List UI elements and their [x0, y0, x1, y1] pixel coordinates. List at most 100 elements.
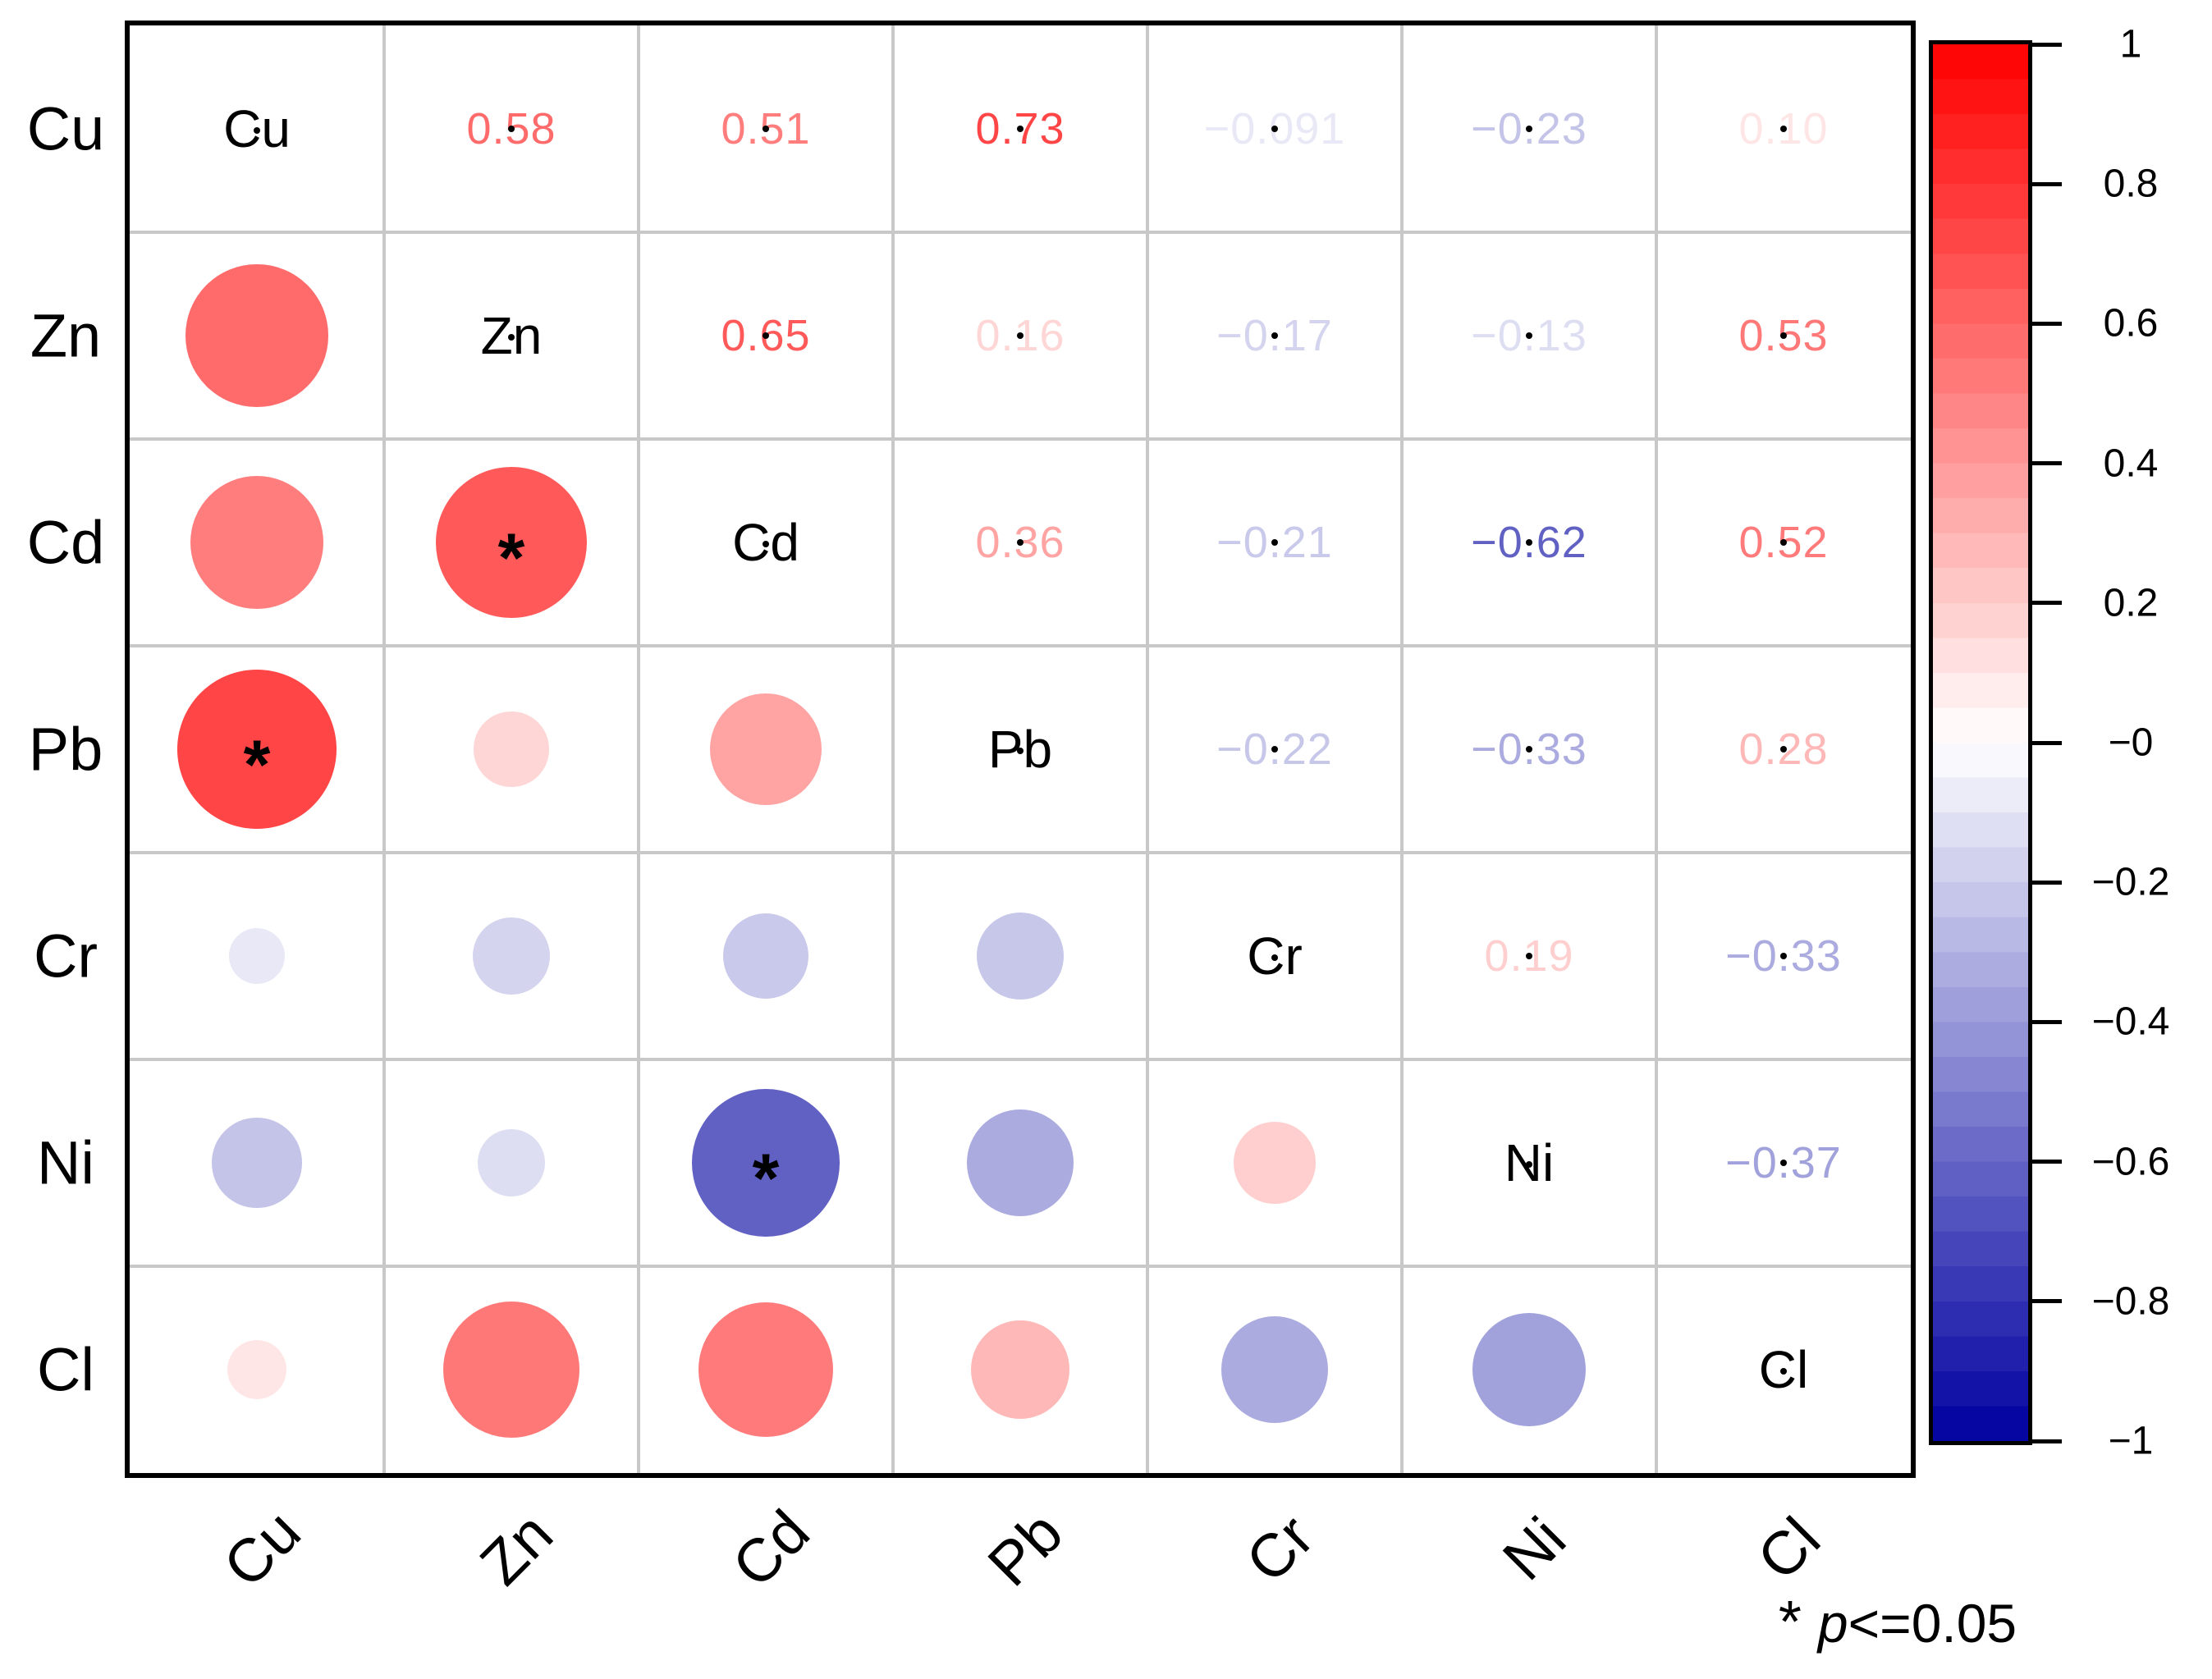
center-dot [763, 332, 769, 339]
center-dot [1017, 126, 1024, 132]
corr-circle-Cr-Zn [472, 917, 550, 995]
colorbar [1929, 40, 2032, 1445]
center-dot [1780, 126, 1787, 132]
center-dot [1526, 332, 1532, 339]
column-label-Ni: Ni [1489, 1503, 1579, 1594]
center-dot [1017, 539, 1024, 546]
colorbar-tick [2032, 1299, 2062, 1304]
grid-vline [637, 25, 640, 1473]
colorbar-tick-label: 0.8 [2103, 162, 2159, 206]
center-dot [254, 127, 260, 134]
grid-hline [130, 1058, 1911, 1061]
row-label-Pb: Pb [28, 715, 103, 784]
corr-circle-Cr-Cd [722, 913, 809, 1000]
colorbar-tick-label: −0.4 [2091, 1000, 2170, 1044]
grid-vline [1655, 25, 1658, 1473]
corr-circle-Cl-Ni [1472, 1312, 1587, 1427]
corr-circle-Pb-Cu [176, 669, 337, 830]
center-dot [508, 334, 515, 341]
center-dot [1526, 126, 1532, 132]
grid-hline [130, 1265, 1911, 1268]
corr-circle-Cl-Zn [443, 1302, 579, 1438]
center-dot [1526, 953, 1532, 959]
grid-vline [1400, 25, 1404, 1473]
center-dot [1780, 539, 1787, 546]
corr-circle-Zn-Cu [185, 264, 328, 407]
center-dot [1271, 332, 1278, 339]
colorbar-tick [2032, 740, 2062, 745]
colorbar-tick [2032, 181, 2062, 186]
center-dot [508, 126, 515, 132]
colorbar-tick-label: −0.2 [2091, 860, 2170, 904]
colorbar-tick-label: 0.2 [2103, 581, 2159, 625]
row-label-Ni: Ni [37, 1128, 94, 1197]
colorbar-tick-label: −0.6 [2091, 1140, 2170, 1184]
significance-star-mark: * [497, 519, 525, 597]
center-dot [1017, 748, 1024, 754]
center-dot [1780, 746, 1787, 753]
colorbar-tick-label: 0.4 [2103, 441, 2159, 486]
center-dot [1780, 1160, 1787, 1166]
colorbar-tick-label: −0.8 [2091, 1279, 2170, 1324]
significance-star: * [1778, 1590, 1802, 1655]
grid-vline [1146, 25, 1149, 1473]
row-label-Cr: Cr [33, 922, 98, 990]
grid-hline [130, 851, 1911, 854]
corr-circle-Ni-Pb [966, 1109, 1074, 1217]
colorbar-tick-label: −1 [2108, 1419, 2154, 1463]
corr-circle-Pb-Cd [709, 693, 822, 806]
corr-circle-Cl-Cd [698, 1302, 834, 1438]
corr-circle-Ni-Cr [1234, 1122, 1316, 1204]
corr-circle-Ni-Cd [692, 1089, 840, 1237]
colorbar-tick [2032, 601, 2062, 606]
center-dot [1271, 126, 1278, 132]
significance-p: p [1817, 1593, 1848, 1654]
corr-circle-Pb-Zn [474, 711, 549, 787]
colorbar-tick [2032, 461, 2062, 466]
corr-circle-Cl-Cr [1220, 1315, 1329, 1424]
colorbar-tick [2032, 1160, 2062, 1164]
grid-hline [130, 231, 1911, 234]
grid-hline [130, 437, 1911, 441]
column-label-Pb: Pb [974, 1498, 1076, 1599]
center-dot [1780, 332, 1787, 339]
significance-star-mark: * [243, 725, 271, 803]
corr-circle-Ni-Cu [212, 1118, 302, 1208]
grid-vline [891, 25, 895, 1473]
center-dot [1526, 1161, 1532, 1168]
center-dot [1271, 746, 1278, 753]
colorbar-tick [2032, 42, 2062, 47]
significance-star-mark: * [752, 1139, 780, 1217]
column-label-Zn: Zn [467, 1499, 566, 1598]
colorbar-tick [2032, 880, 2062, 885]
colorbar-tick [2032, 1019, 2062, 1024]
row-label-Cu: Cu [26, 94, 105, 163]
corr-circle-Cr-Cu [228, 927, 286, 985]
center-dot [1780, 1368, 1787, 1375]
column-label-Cd: Cd [719, 1497, 822, 1600]
row-label-Zn: Zn [30, 301, 102, 370]
grid-hline [130, 644, 1911, 647]
significance-legend: * p<=0.05 [1779, 1589, 2017, 1656]
row-label-Cl: Cl [37, 1335, 94, 1404]
colorbar-tick-label: 0.6 [2103, 301, 2159, 345]
center-dot [763, 541, 769, 547]
corr-circle-Cd-Zn [436, 467, 587, 618]
column-label-Cu: Cu [210, 1497, 314, 1600]
colorbar-tick [2032, 321, 2062, 326]
center-dot [1017, 332, 1024, 339]
corr-circle-Ni-Zn [477, 1128, 546, 1197]
colorbar-tick [2032, 1439, 2062, 1443]
center-dot [1526, 539, 1532, 546]
corr-circle-Cr-Pb [976, 912, 1065, 1000]
colorbar-tick-label: 1 [2119, 22, 2142, 66]
center-dot [1780, 953, 1787, 959]
column-label-Cl: Cl [1743, 1503, 1834, 1594]
row-label-Cd: Cd [26, 508, 105, 577]
column-label-Cr: Cr [1233, 1502, 1326, 1595]
corr-circle-Cl-Pb [970, 1320, 1070, 1420]
center-dot [1271, 954, 1278, 961]
grid-vline [382, 25, 386, 1473]
significance-condition: <=0.05 [1848, 1593, 2017, 1654]
